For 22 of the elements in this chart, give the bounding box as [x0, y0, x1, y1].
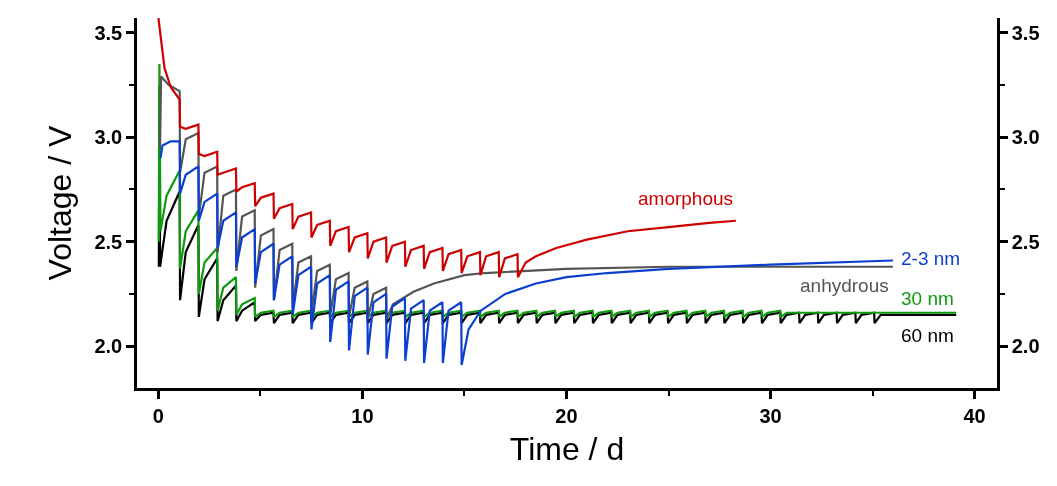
x-tick-label: 0: [152, 404, 164, 427]
y2-tick-label: 3.5: [1011, 21, 1040, 44]
y2-tick-label: 2.0: [1011, 335, 1040, 358]
line-series: [159, 140, 895, 367]
x-axis-title: Time / d: [509, 430, 625, 467]
x-tick-label: 40: [963, 404, 986, 427]
y-tick-label: 2.5: [94, 230, 123, 253]
series-label: anhydrous: [800, 275, 889, 296]
x-tick-label: 30: [759, 404, 782, 427]
y-tick-label: 3.0: [94, 126, 123, 149]
series-label: 60 nm: [901, 325, 954, 346]
y-axis-title: Voltage / V: [41, 124, 78, 281]
series-label: 30 nm: [901, 288, 954, 309]
x-tick-label: 10: [351, 404, 374, 427]
y-tick-label: 2.0: [94, 335, 123, 358]
y-tick-label: 3.5: [94, 21, 123, 44]
series-label: 2-3 nm: [901, 248, 961, 269]
x-tick-label: 20: [555, 404, 578, 427]
series-label: amorphous: [638, 188, 734, 209]
y2-tick-label: 2.5: [1011, 230, 1040, 253]
line-series: [157, 18, 737, 279]
y2-tick-label: 3.0: [1011, 126, 1040, 149]
